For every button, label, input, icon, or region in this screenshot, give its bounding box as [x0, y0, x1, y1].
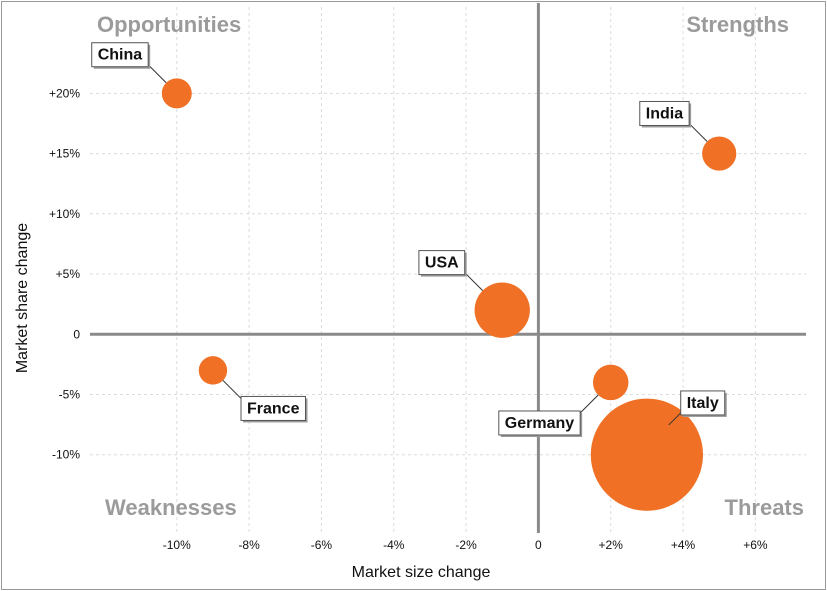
y-tick-label: +5% — [56, 267, 81, 281]
y-tick-label: +15% — [49, 147, 80, 161]
quadrant-label-threats: Threats — [725, 495, 804, 520]
x-tick-label: +4% — [671, 538, 696, 552]
tick-labels: -10% -8% -6% -4% -2% 0 +2% +4% +6% +20% +15% +10% +5… — [49, 86, 768, 552]
callout-france: France — [222, 380, 308, 423]
x-tick-label: +6% — [743, 538, 768, 552]
y-tick-label: +10% — [49, 207, 80, 221]
y-axis-title: Market share change — [14, 223, 31, 373]
callout-label: France — [247, 400, 300, 417]
data-point-china — [161, 78, 192, 109]
callout-leader — [668, 412, 682, 426]
callout-leader — [147, 64, 167, 84]
x-tick-label: -2% — [455, 538, 477, 552]
quadrant-label-weaknesses: Weaknesses — [105, 495, 237, 520]
callout-leader — [222, 380, 242, 399]
y-tick-label: +20% — [49, 86, 80, 100]
callout-india: India — [639, 100, 708, 142]
callout-leader — [464, 272, 484, 291]
data-points — [161, 78, 737, 511]
callout-box — [498, 410, 581, 436]
y-tick-label: 0 — [73, 327, 80, 341]
axis-layer — [90, 3, 806, 533]
y-tick-label: -5% — [59, 387, 81, 401]
quadrant-labels: Opportunities Strengths Weaknesses Threa… — [97, 12, 804, 520]
callout-usa: USA — [418, 250, 484, 291]
callout-label: Germany — [505, 415, 574, 432]
callout-label: Italy — [687, 395, 719, 412]
callout-box — [91, 42, 149, 68]
callout-germany: Germany — [498, 394, 599, 437]
data-point-germany — [592, 364, 629, 401]
callout-label: USA — [425, 255, 459, 272]
callout-china: China — [91, 42, 167, 84]
data-point-usa — [474, 282, 530, 338]
x-tick-label: -6% — [311, 538, 333, 552]
point-callouts: China India USA France Germany Italy — [91, 42, 727, 437]
y-tick-label: -10% — [52, 448, 80, 462]
x-tick-label: -10% — [163, 538, 191, 552]
callout-leader — [579, 394, 599, 414]
callout-label: India — [646, 105, 683, 122]
x-tick-label: -8% — [238, 538, 260, 552]
callout-label: China — [98, 47, 143, 64]
data-point-italy — [590, 398, 704, 511]
callout-box — [639, 100, 690, 126]
x-axis-title: Market size change — [352, 564, 491, 581]
callout-box — [680, 390, 726, 416]
callout-italy: Italy — [668, 390, 727, 426]
quadrant-label-opportunities: Opportunities — [97, 12, 241, 37]
callout-box — [418, 250, 466, 276]
callout-leader — [688, 123, 708, 142]
data-point-france — [198, 356, 228, 385]
x-tick-label: 0 — [535, 538, 542, 552]
x-tick-label: +2% — [599, 538, 624, 552]
x-tick-label: -4% — [383, 538, 405, 552]
data-point-india — [702, 136, 737, 171]
quadrant-label-strengths: Strengths — [686, 12, 789, 37]
callout-box — [240, 395, 306, 421]
